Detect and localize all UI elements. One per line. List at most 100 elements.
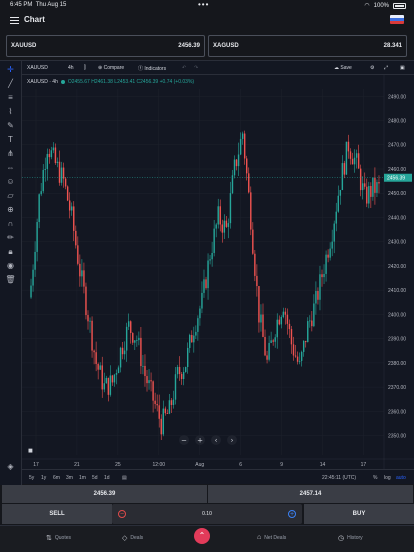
candle-body [319, 274, 321, 300]
candle-body [280, 316, 283, 325]
hamburger-menu-icon[interactable] [10, 17, 19, 24]
log-toggle[interactable]: log [384, 475, 391, 481]
eye-icon[interactable]: ◉ [7, 261, 14, 270]
chart-type-icon[interactable]: ⫿ [84, 65, 86, 71]
candle-body [138, 337, 140, 341]
candle-body [60, 167, 63, 183]
compare-button[interactable]: ⊕ Compare [98, 65, 125, 71]
quantity-value[interactable]: 0.10 [202, 511, 212, 517]
candle-body [233, 159, 236, 176]
chart-nav-button[interactable] [227, 435, 237, 445]
tab-deals[interactable]: ◇ Deals [122, 535, 144, 542]
measure-icon[interactable]: ⇔ [6, 163, 15, 172]
interval-selector[interactable]: 4h [68, 65, 74, 71]
indicators-icon: ⓕ [138, 66, 145, 72]
range-1m[interactable]: 1m [79, 475, 86, 481]
range-5y[interactable]: 5y [29, 475, 35, 481]
trend-line-icon[interactable]: ╱ [8, 79, 13, 88]
clock-readout[interactable]: 22:45:11 (UTC) [322, 475, 357, 481]
chart-nav-button[interactable] [211, 435, 221, 445]
candle-body [109, 375, 112, 395]
new-order-button[interactable]: ⌃ [194, 528, 210, 544]
candle-body [284, 311, 287, 315]
range-5d[interactable]: 5d [92, 475, 98, 481]
chart-nav-button[interactable] [195, 435, 205, 445]
candle-body [213, 228, 215, 253]
ruler-icon[interactable]: ▱ [7, 191, 14, 200]
candle-body [174, 374, 177, 400]
text-icon[interactable]: T [8, 135, 13, 144]
multitask-dots[interactable]: ••• [198, 0, 210, 9]
legend-symbol: XAUUSD [27, 79, 48, 85]
sell-button[interactable]: SELL [2, 504, 112, 524]
fib-retracement-icon[interactable]: ≡ [8, 93, 13, 102]
symbol-selector[interactable]: XAUUSD [27, 65, 48, 71]
auto-toggle[interactable]: auto [396, 475, 406, 481]
quote-card-xagusd[interactable]: XAGUSD 28.341 [208, 35, 407, 57]
candle-body [241, 133, 244, 139]
candle-body [130, 321, 132, 333]
candle-body [40, 191, 42, 195]
candle-body [366, 186, 368, 204]
candle-body [73, 206, 75, 231]
chart-nav-button[interactable] [179, 435, 189, 445]
candle-body [79, 263, 81, 277]
x-tick-label: 12:00 [153, 462, 166, 468]
redo-icon[interactable]: ↷ [194, 65, 199, 71]
status-time: 6:45 PM Thu Aug 15 [10, 2, 67, 8]
settings-icon[interactable]: ⚙ [370, 65, 375, 71]
emoji-icon[interactable]: ☺ [6, 177, 15, 186]
tab-net-deals[interactable]: ⌂ Net Deals [257, 534, 287, 541]
fullscreen-icon[interactable]: ⤢ [384, 65, 389, 71]
percent-toggle[interactable]: % [373, 475, 378, 481]
candle-body [132, 332, 134, 343]
tab-history[interactable]: ◷ History [338, 535, 363, 542]
candle-body [87, 315, 89, 322]
layers-icon[interactable]: ◈ [7, 462, 14, 471]
crosshair-icon[interactable]: ✛ [7, 65, 14, 74]
undo-icon[interactable]: ↶ [182, 65, 187, 71]
trash-icon[interactable]: 🗑︎ [5, 275, 16, 284]
snapshot-icon[interactable]: ▣ [400, 65, 405, 71]
legend-ohlc: O2455.67 H2461.38 L2453.41 C2456.39 +0.7… [67, 79, 195, 85]
y-tick-label: 2440.00 [388, 215, 406, 221]
drawing-toolbar: ✛ ╱ ≡ ⌇ ✎ T ⋔ ⇔ ☺ ▱ ⊕ ∩ ✏ 🔒︎ ◉ 🗑︎ ◈ [0, 61, 22, 485]
range-6m[interactable]: 6m [53, 475, 60, 481]
lock-drawing-icon[interactable]: ✏ [7, 233, 14, 242]
x-tick-label: 25 [115, 462, 121, 468]
indicators-button[interactable]: ⓕ Indicators [138, 66, 167, 72]
y-tick-label: 2420.00 [388, 264, 406, 270]
tab-quotes[interactable]: ⇅ Quotes [46, 535, 71, 542]
candle-body [317, 291, 319, 300]
pitchfork-icon[interactable]: ⋔ [7, 149, 14, 158]
range-1y[interactable]: 1y [41, 475, 47, 481]
magnet-icon[interactable]: ∩ [7, 219, 14, 228]
range-3m[interactable]: 3m [66, 475, 73, 481]
sell-price: 2456.39 [2, 485, 207, 503]
last-price-tag [384, 173, 412, 182]
quantity-decrease-button[interactable]: − [118, 510, 126, 518]
quantity-increase-button[interactable]: + [288, 510, 296, 518]
candle-body [359, 168, 362, 191]
quote-card-xauusd[interactable]: XAUUSD 2456.39 [6, 35, 205, 57]
y-tick-label: 2370.00 [388, 385, 406, 391]
brush-icon[interactable]: ✎ [7, 121, 14, 130]
zoom-in-icon[interactable]: ⊕ [7, 205, 14, 214]
account-flag-icon[interactable] [390, 15, 404, 24]
candle-body [378, 182, 380, 184]
range-1d[interactable]: 1d [104, 475, 110, 481]
candlestick-chart[interactable]: 2490.00 2480.00 2470.00 2460.00 2450.00 2440.… [22, 75, 414, 469]
chevron-up-icon: ⌃ [198, 531, 206, 540]
pattern-icon[interactable]: ⌇ [8, 107, 13, 116]
candle-body [370, 186, 372, 197]
lock-icon[interactable]: 🔒︎ [8, 246, 13, 256]
candle-body [262, 314, 264, 337]
buy-button[interactable]: BUY [304, 504, 414, 524]
candle-body [246, 158, 248, 174]
save-button[interactable]: ☁ Save [334, 65, 352, 71]
date-range-icon[interactable]: ▤ [122, 475, 127, 481]
candle-body [292, 344, 295, 356]
candle-body [68, 200, 71, 211]
candle-body [162, 408, 164, 435]
candle-body [58, 161, 61, 183]
